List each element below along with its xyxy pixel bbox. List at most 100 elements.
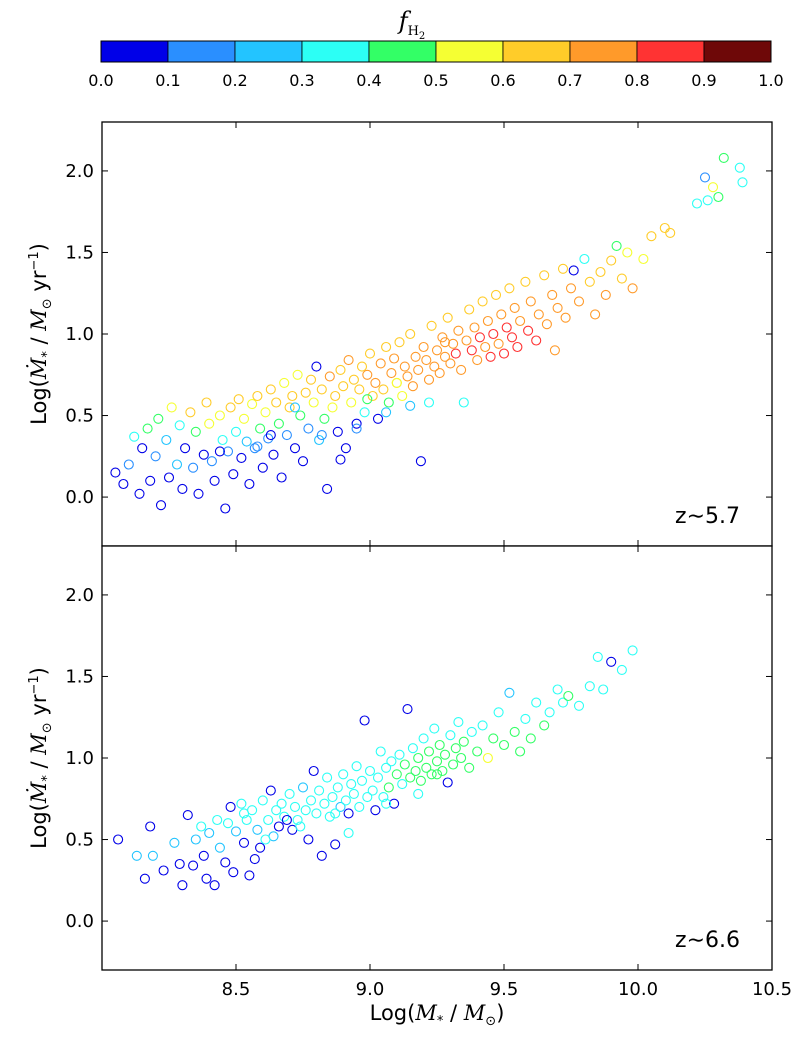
data-point	[249, 443, 260, 454]
data-point	[718, 152, 729, 163]
data-point	[472, 746, 483, 757]
data-point	[177, 880, 188, 891]
data-point	[193, 488, 204, 499]
data-point	[330, 390, 341, 402]
data-point	[327, 402, 338, 413]
data-point	[737, 177, 748, 188]
data-point	[466, 726, 477, 737]
data-point	[383, 397, 394, 408]
data-point	[201, 397, 212, 408]
data-point	[137, 443, 148, 454]
data-point	[346, 779, 357, 790]
colorbar-tick-label: 0.4	[356, 71, 381, 90]
data-point	[316, 850, 327, 861]
y-tick-label: 2.0	[65, 161, 94, 182]
data-point	[220, 857, 231, 868]
x-tick-label: 10.5	[752, 979, 792, 1000]
data-point	[573, 296, 585, 307]
data-point	[560, 312, 571, 323]
data-point	[616, 273, 627, 284]
data-point	[565, 283, 577, 294]
data-point	[284, 402, 295, 413]
data-point	[627, 283, 638, 294]
colorbar-segment	[569, 40, 638, 63]
data-point	[271, 397, 282, 408]
data-point	[129, 431, 140, 442]
data-point	[201, 873, 212, 884]
data-point	[364, 765, 376, 777]
data-point	[498, 739, 510, 751]
data-point	[257, 795, 268, 806]
data-point	[343, 355, 354, 366]
data-point	[263, 433, 274, 444]
data-point	[539, 720, 550, 731]
data-point	[198, 449, 209, 460]
data-point	[228, 867, 239, 878]
data-point	[552, 302, 563, 313]
data-point	[477, 720, 488, 731]
data-point	[434, 368, 445, 379]
data-point	[297, 782, 309, 793]
data-point	[265, 785, 276, 796]
data-point	[606, 656, 617, 667]
data-point	[423, 397, 435, 408]
data-point	[415, 456, 426, 467]
data-point	[271, 805, 282, 816]
data-point	[378, 384, 389, 395]
data-point	[214, 410, 225, 421]
y-axis-label-bottom: Log(Ṁ* / M⊙ yr−1)	[27, 667, 55, 849]
data-point	[230, 826, 242, 837]
data-point	[295, 410, 306, 421]
data-point	[330, 808, 341, 819]
data-point	[322, 772, 333, 783]
data-point	[386, 368, 397, 379]
data-point	[209, 475, 220, 486]
colorbar-tick-label: 0.6	[490, 71, 515, 90]
data-point	[584, 276, 595, 287]
data-point	[241, 436, 252, 447]
data-point	[182, 810, 193, 821]
data-point	[458, 397, 469, 408]
data-point	[305, 795, 317, 806]
data-point	[273, 821, 284, 832]
data-point	[332, 782, 343, 793]
data-point	[354, 384, 365, 395]
data-point	[335, 454, 346, 465]
data-point	[150, 451, 161, 462]
data-point	[244, 478, 255, 490]
data-point	[431, 769, 443, 780]
data-point	[311, 361, 322, 372]
data-point	[362, 369, 373, 380]
data-point	[413, 788, 424, 799]
data-point	[292, 369, 303, 380]
data-point	[523, 325, 534, 336]
x-axis-label: Log(M* / M⊙)	[370, 1001, 505, 1029]
data-point	[413, 364, 424, 375]
data-point	[509, 726, 520, 737]
data-point	[485, 351, 496, 362]
x-tick-label: 9.0	[356, 979, 385, 1000]
data-point	[691, 198, 703, 209]
data-point	[531, 335, 542, 346]
data-point	[525, 733, 536, 744]
data-point	[324, 811, 335, 822]
data-point	[169, 837, 180, 848]
panel-z5-7: 0.0 0.5 1.0 1.5 2.0 z∼5.7	[65, 121, 773, 547]
data-point	[375, 746, 386, 757]
data-point	[332, 426, 343, 437]
data-point	[364, 348, 376, 359]
data-point	[134, 488, 145, 499]
data-point	[402, 704, 413, 715]
colorbar-segment	[636, 40, 705, 63]
data-point	[372, 772, 384, 783]
data-point	[399, 361, 410, 372]
y-tick-label: 2.0	[65, 585, 94, 606]
data-point	[370, 805, 381, 816]
data-point	[498, 348, 510, 359]
data-point	[338, 381, 349, 392]
data-point	[638, 253, 649, 265]
data-point	[445, 730, 456, 741]
data-point	[707, 182, 719, 193]
colorbar-tick-label: 0.1	[155, 71, 180, 90]
data-point	[557, 263, 569, 274]
